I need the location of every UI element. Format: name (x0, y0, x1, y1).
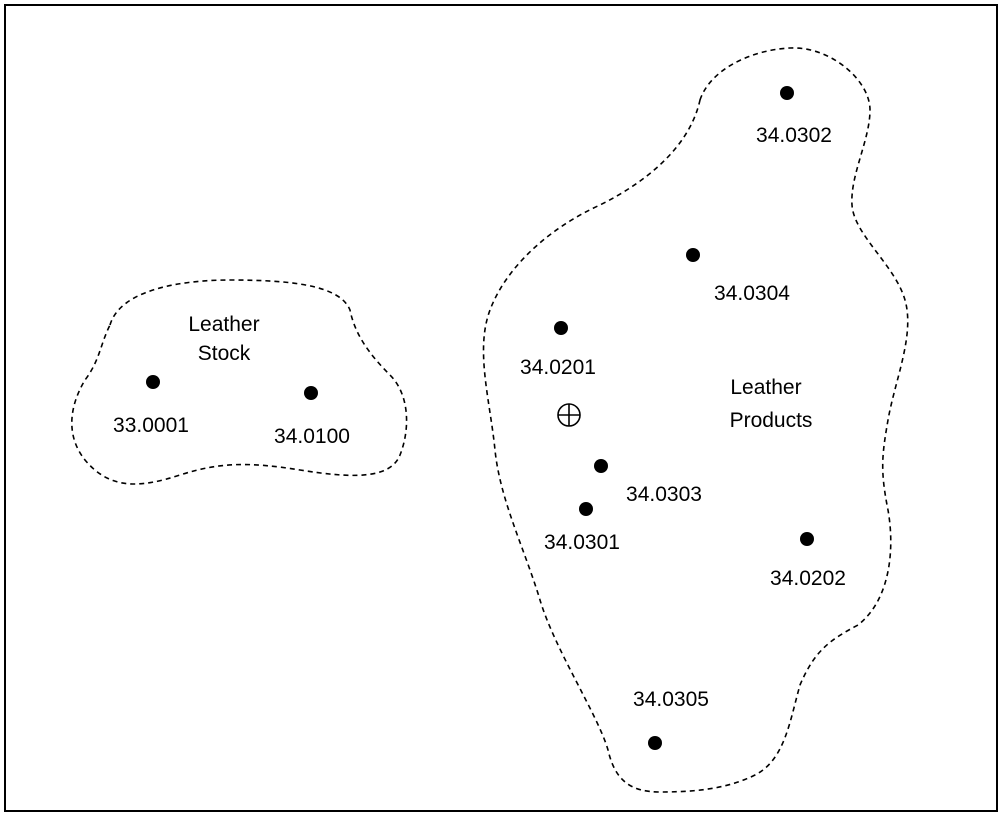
point-label: 34.0202 (770, 567, 846, 590)
point-label: 34.0301 (544, 531, 620, 554)
cluster-title-leather-stock-line1: Leather (188, 313, 259, 336)
point-label: 34.0100 (274, 425, 350, 448)
point-marker (686, 248, 700, 262)
point-label: 33.0001 (113, 414, 189, 437)
point-marker (594, 459, 608, 473)
cluster-boundary-leather-stock (71, 279, 408, 485)
point-label: 34.0302 (756, 124, 832, 147)
cluster-title-leather-stock-line2: Stock (198, 342, 251, 365)
cluster-boundary-leather-products (482, 47, 909, 793)
point-marker (648, 736, 662, 750)
point-marker (579, 502, 593, 516)
point-marker (780, 86, 794, 100)
point-label: 34.0201 (520, 356, 596, 379)
point-label: 34.0303 (626, 483, 702, 506)
point-marker (304, 386, 318, 400)
cluster-title-leather-products-line1: Leather (730, 376, 801, 399)
point-label: 34.0305 (633, 688, 709, 711)
point-marker (554, 321, 568, 335)
point-marker (800, 532, 814, 546)
cluster-title-leather-products-line2: Products (730, 409, 813, 432)
diagram-frame (4, 4, 998, 812)
centroid-marker-icon (557, 403, 581, 427)
point-label: 34.0304 (714, 282, 790, 305)
point-marker (146, 375, 160, 389)
